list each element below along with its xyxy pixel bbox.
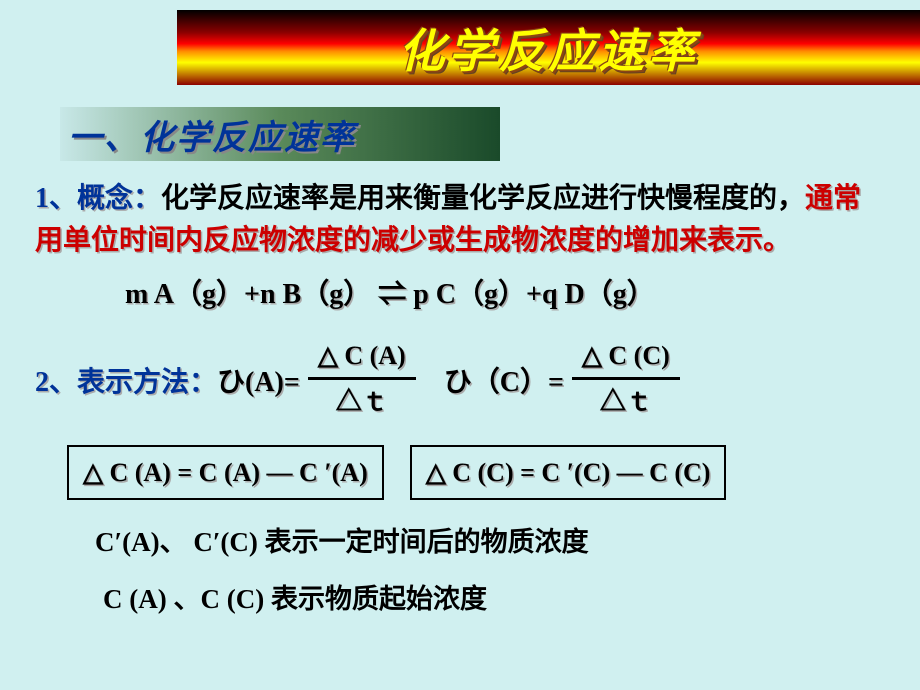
frac-c-denominator: △ｔ — [600, 380, 652, 421]
reaction-equation: m A（g）+n B（g） ⇌ p C（g）+q D（g） — [125, 274, 885, 316]
equation-text: m A（g）+n B（g） ⇌ p C（g）+q D（g） — [125, 279, 655, 310]
concept-paragraph: 1、概念：化学反应速率是用来衡量化学反应进行快慢程度的，通常用单位时间内反应物浓… — [35, 178, 885, 262]
frac-c-numerator: △ C (C) — [572, 336, 680, 380]
section-header: 一、化学反应速率 — [60, 107, 500, 161]
item1-label: 1、概念： — [35, 183, 161, 214]
frac-a-numerator: △ C (A) — [308, 336, 416, 380]
explain-line-1: C′(A)、 C′(C) 表示一定时间后的物质浓度 — [35, 522, 885, 563]
content-area: 1、概念：化学反应速率是用来衡量化学反应进行快慢程度的，通常用单位时间内反应物浓… — [35, 178, 885, 619]
expr-a-lhs: ひ(A)= — [217, 362, 300, 404]
method-row: 2、表示方法： ひ(A)= △ C (A) △ｔ ひ（C）= △ C (C) △… — [35, 340, 885, 425]
item1-body: 化学反应速率是用来衡量化学反应进行快慢程度的， — [161, 183, 805, 214]
item2-label: 2、表示方法： — [35, 362, 217, 404]
frac-a-denominator: △ｔ — [336, 380, 388, 421]
section-heading-text: 一、化学反应速率 — [68, 110, 356, 159]
explain-line-2: C (A) 、C (C) 表示物质起始浓度 — [35, 579, 885, 620]
boxed-delta-c: △ C (C) = C ′(C) — C (C) — [410, 445, 727, 500]
title-banner: 化学反应速率 — [177, 10, 920, 85]
expr-c-lhs: ひ（C）= — [444, 362, 564, 404]
fraction-c: △ C (C) △ｔ — [572, 336, 680, 421]
boxed-delta-a: △ C (A) = C (A) — C ′(A) — [67, 445, 384, 500]
fraction-a: △ C (A) △ｔ — [308, 336, 416, 421]
main-title: 化学反应速率 — [399, 15, 699, 81]
boxed-row: △ C (A) = C (A) — C ′(A) △ C (C) = C ′(C… — [35, 445, 885, 500]
